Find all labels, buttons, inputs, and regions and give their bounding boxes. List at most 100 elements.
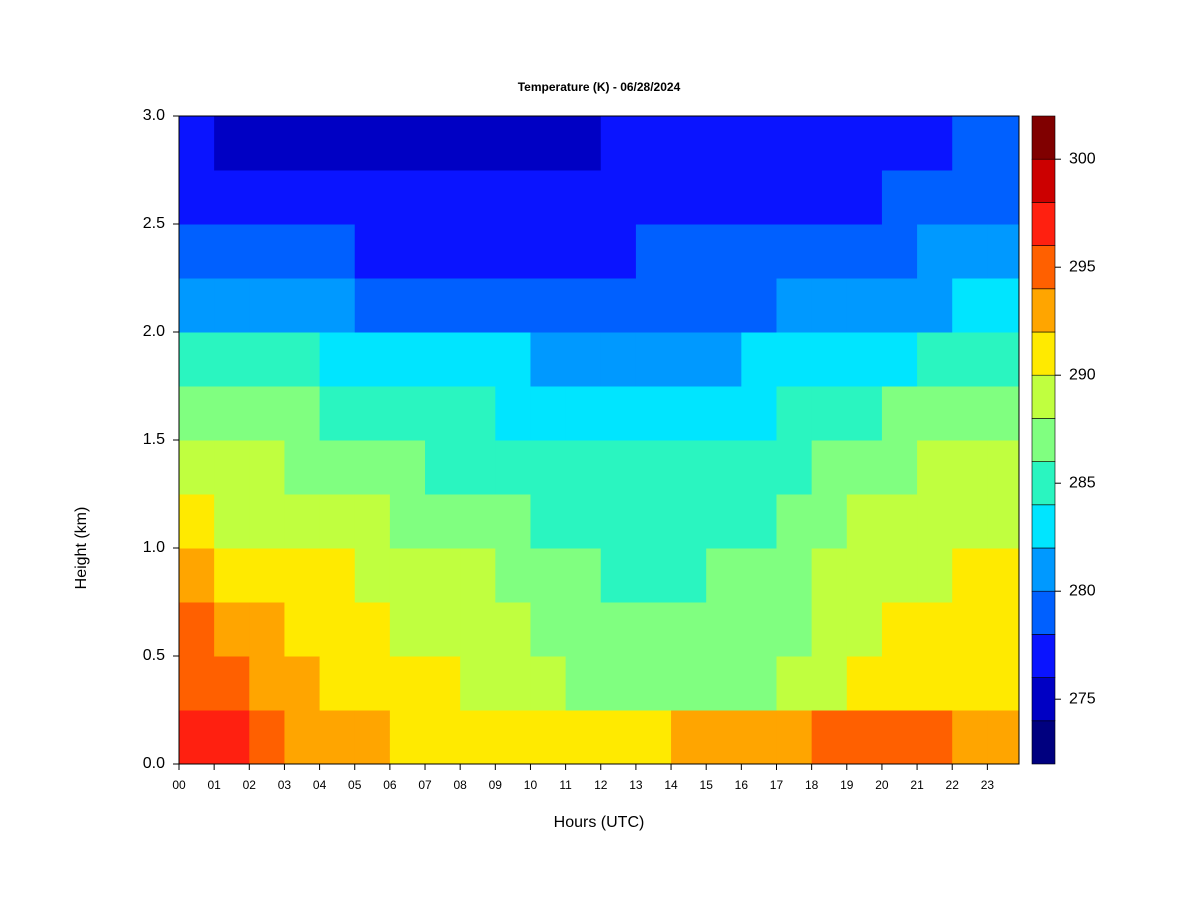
contour-cell bbox=[495, 332, 531, 387]
contour-cell bbox=[249, 602, 285, 657]
contour-cell bbox=[952, 656, 988, 711]
x-tick-label: 04 bbox=[313, 778, 327, 792]
contour-cell bbox=[846, 224, 883, 279]
y-tick-label: 3.0 bbox=[143, 107, 165, 124]
contour-cell bbox=[495, 224, 531, 279]
x-tick-label: 09 bbox=[489, 778, 503, 792]
contour-cell bbox=[530, 440, 567, 495]
contour-cell bbox=[530, 386, 567, 441]
contour-cell bbox=[952, 494, 988, 549]
contour-cell bbox=[565, 710, 602, 764]
field bbox=[179, 116, 1019, 764]
contour-cell bbox=[741, 494, 777, 549]
contour-cell bbox=[846, 602, 883, 657]
contour-cell bbox=[319, 278, 356, 333]
colorbar-band bbox=[1031, 158, 1056, 203]
contour-cell bbox=[671, 710, 707, 764]
contour-cell bbox=[811, 116, 848, 171]
colorbar-band bbox=[1031, 288, 1056, 333]
contour-cell bbox=[495, 386, 531, 441]
contour-cell bbox=[741, 116, 777, 171]
contour-cell bbox=[214, 116, 250, 171]
contour-cell bbox=[776, 332, 813, 387]
x-tick-label: 12 bbox=[594, 778, 608, 792]
x-tick-label: 23 bbox=[981, 778, 995, 792]
contour-cell bbox=[987, 656, 1019, 711]
colorbar-band bbox=[1031, 504, 1056, 549]
contour-cell bbox=[389, 278, 426, 333]
contour-cell bbox=[846, 656, 883, 711]
contour-cell bbox=[495, 656, 531, 711]
contour-cell bbox=[565, 602, 602, 657]
contour-cell bbox=[284, 386, 321, 441]
x-tick-label: 01 bbox=[207, 778, 221, 792]
contour-cell bbox=[495, 278, 531, 333]
contour-cell bbox=[249, 386, 285, 441]
contour-cell bbox=[741, 332, 777, 387]
contour-cell bbox=[706, 278, 742, 333]
contour-cell bbox=[917, 386, 953, 441]
contour-cell bbox=[600, 602, 637, 657]
contour-cell bbox=[706, 440, 742, 495]
contour-cell bbox=[706, 332, 742, 387]
contour-cell bbox=[741, 656, 777, 711]
contour-cell bbox=[530, 710, 567, 764]
contour-cell bbox=[952, 386, 988, 441]
contour-cell bbox=[214, 494, 250, 549]
contour-cell bbox=[635, 548, 672, 603]
contour-cell bbox=[987, 602, 1019, 657]
contour-cell bbox=[425, 710, 461, 764]
x-tick-label: 11 bbox=[559, 778, 572, 792]
contour-cell bbox=[389, 656, 426, 711]
contour-cell bbox=[389, 224, 426, 279]
contour-cell bbox=[495, 602, 531, 657]
contour-cell bbox=[671, 170, 707, 225]
contour-cell bbox=[214, 440, 250, 495]
contour-cell bbox=[284, 440, 321, 495]
x-tick-label: 10 bbox=[524, 778, 538, 792]
contour-cell bbox=[846, 710, 883, 764]
contour-cell bbox=[425, 386, 461, 441]
contour-cell bbox=[811, 332, 848, 387]
contour-cell bbox=[987, 224, 1019, 279]
y-tick-label: 0.0 bbox=[143, 755, 165, 772]
contour-cell bbox=[881, 548, 918, 603]
x-tick-label: 06 bbox=[383, 778, 397, 792]
contour-cell bbox=[881, 332, 918, 387]
contour-cell bbox=[530, 602, 567, 657]
contour-cell bbox=[179, 494, 215, 549]
colorbar-band bbox=[1031, 418, 1056, 462]
contour-cell bbox=[881, 116, 918, 171]
x-tick-label: 16 bbox=[735, 778, 749, 792]
contour-cell bbox=[776, 170, 813, 225]
y-tick-label: 2.0 bbox=[143, 323, 165, 340]
contour-cell bbox=[284, 602, 321, 657]
contour-cell bbox=[811, 548, 848, 603]
contour-cell bbox=[389, 710, 426, 764]
contour-cell bbox=[389, 440, 426, 495]
contour-cell bbox=[179, 224, 215, 279]
contour-cell bbox=[600, 170, 637, 225]
contour-cell bbox=[319, 494, 356, 549]
x-tick-label: 22 bbox=[946, 778, 960, 792]
contour-cell bbox=[495, 494, 531, 549]
contour-cell bbox=[425, 224, 461, 279]
contour-cell bbox=[354, 602, 391, 657]
contour-cell bbox=[706, 170, 742, 225]
contour-cell bbox=[179, 170, 215, 225]
x-tick-label: 00 bbox=[172, 778, 186, 792]
contour-cell bbox=[600, 440, 637, 495]
contour-cell bbox=[987, 440, 1019, 495]
contour-cell bbox=[530, 656, 567, 711]
y-tick-label: 1.0 bbox=[143, 539, 165, 556]
contour-cell bbox=[354, 710, 391, 764]
colorbar-band bbox=[1031, 374, 1056, 419]
contour-cell bbox=[741, 710, 777, 764]
contour-cell bbox=[530, 278, 567, 333]
contour-cell bbox=[917, 116, 953, 171]
contour-cell bbox=[319, 710, 356, 764]
contour-cell bbox=[811, 170, 848, 225]
contour-cell bbox=[635, 710, 672, 764]
contour-cell bbox=[881, 278, 918, 333]
